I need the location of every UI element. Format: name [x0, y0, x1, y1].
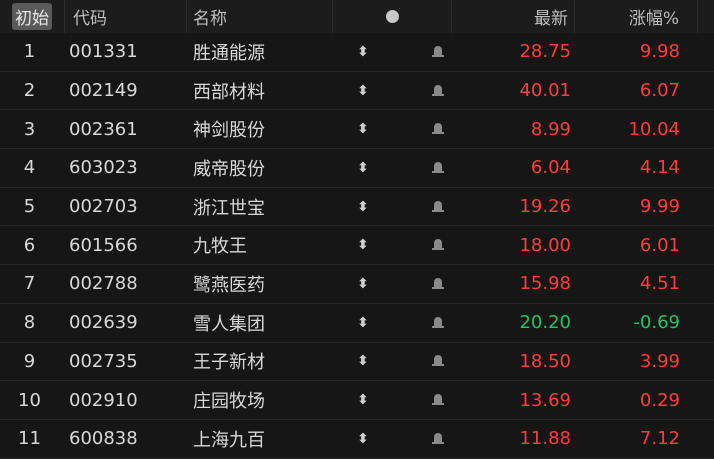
stock-name: 庄园牧场	[193, 391, 265, 413]
table-row[interactable]: 9 002735 王子新材 ⬍ 18.50 3.99	[0, 343, 714, 382]
stock-name: 王子新材	[193, 352, 265, 374]
stock-name: 九牧王	[193, 236, 247, 258]
bell-icon[interactable]	[432, 431, 444, 447]
stock-code: 002910	[69, 389, 138, 411]
latest-price: 15.98	[519, 273, 571, 295]
column-header-code[interactable]: 代码	[65, 0, 187, 33]
change-pct: 3.99	[639, 350, 680, 372]
table-row[interactable]: 8 002639 雪人集团 ⬍ 20.20 -0.69	[0, 304, 714, 343]
stock-name: 雪人集团	[193, 313, 265, 335]
row-index: 11	[18, 428, 41, 450]
change-pct: -0.69	[633, 312, 680, 334]
drag-sort-icon[interactable]: ⬍	[357, 275, 369, 292]
stock-code: 603023	[69, 157, 138, 179]
bell-icon[interactable]	[432, 44, 444, 60]
bell-icon[interactable]	[432, 315, 444, 331]
stock-code: 002735	[69, 350, 138, 372]
stock-code: 601566	[69, 234, 138, 256]
row-index: 6	[23, 234, 36, 256]
latest-price: 6.04	[530, 157, 571, 179]
change-pct: 0.29	[639, 389, 680, 411]
row-index: 1	[23, 41, 36, 63]
change-pct: 10.04	[628, 118, 680, 140]
stock-name: 上海九百	[193, 429, 265, 451]
drag-sort-icon[interactable]: ⬍	[357, 314, 369, 331]
column-header-marker[interactable]	[333, 0, 452, 33]
table-row[interactable]: 10 002910 庄园牧场 ⬍ 13.69 0.29	[0, 381, 714, 420]
stock-code: 002639	[69, 312, 138, 334]
column-header-change-pct[interactable]: 涨幅%	[575, 0, 698, 33]
stock-name: 浙江世宝	[193, 197, 265, 219]
drag-sort-icon[interactable]: ⬍	[357, 237, 369, 254]
latest-price: 19.26	[519, 196, 571, 218]
latest-price: 18.50	[519, 350, 571, 372]
bell-icon[interactable]	[432, 121, 444, 137]
change-pct: 9.99	[639, 196, 680, 218]
drag-sort-icon[interactable]: ⬍	[357, 82, 369, 99]
stock-name: 威帝股份	[193, 158, 265, 180]
column-header-latest[interactable]: 最新	[452, 0, 575, 33]
stock-name: 胜通能源	[193, 42, 265, 64]
latest-price: 18.00	[519, 234, 571, 256]
table-row[interactable]: 11 600838 上海九百 ⬍ 11.88 7.12	[0, 420, 714, 459]
column-header-name[interactable]: 名称	[187, 0, 333, 33]
drag-sort-icon[interactable]: ⬍	[357, 430, 369, 447]
latest-price: 8.99	[530, 118, 571, 140]
row-index: 3	[23, 118, 36, 140]
bell-icon[interactable]	[432, 83, 444, 99]
row-index: 4	[23, 157, 36, 179]
change-pct: 4.51	[639, 273, 680, 295]
bell-icon[interactable]	[432, 199, 444, 215]
table-row[interactable]: 4 603023 威帝股份 ⬍ 6.04 4.14	[0, 149, 714, 188]
latest-price: 11.88	[519, 428, 571, 450]
drag-sort-icon[interactable]: ⬍	[357, 198, 369, 215]
change-pct: 6.01	[639, 234, 680, 256]
stock-name: 神剑股份	[193, 120, 265, 142]
bell-icon[interactable]	[432, 392, 444, 408]
latest-price: 13.69	[519, 389, 571, 411]
drag-sort-icon[interactable]: ⬍	[357, 121, 369, 138]
row-index: 7	[23, 273, 36, 295]
change-pct: 9.98	[639, 41, 680, 63]
latest-price: 20.20	[519, 312, 571, 334]
change-pct: 7.12	[639, 428, 680, 450]
row-index: 9	[23, 350, 36, 372]
stock-name: 西部材料	[193, 81, 265, 103]
table-header: 初始 代码 名称 最新 涨幅%	[0, 0, 714, 33]
latest-price: 28.75	[519, 41, 571, 63]
drag-sort-icon[interactable]: ⬍	[357, 43, 369, 60]
table-row[interactable]: 3 002361 神剑股份 ⬍ 8.99 10.04	[0, 110, 714, 150]
bell-icon[interactable]	[432, 237, 444, 253]
drag-sort-icon[interactable]: ⬍	[357, 159, 369, 176]
row-index: 5	[23, 196, 36, 218]
latest-price: 40.01	[519, 80, 571, 102]
table-row[interactable]: 1 001331 胜通能源 ⬍ 28.75 9.98	[0, 33, 714, 72]
reset-order-button[interactable]: 初始	[12, 3, 52, 30]
table-row[interactable]: 6 601566 九牧王 ⬍ 18.00 6.01	[0, 226, 714, 266]
bell-icon[interactable]	[432, 353, 444, 369]
row-index: 2	[23, 80, 36, 102]
stock-code: 002361	[69, 118, 138, 140]
stock-code: 002703	[69, 196, 138, 218]
stock-code: 001331	[69, 41, 138, 63]
stock-code: 002788	[69, 273, 138, 295]
table-row[interactable]: 7 002788 鹭燕医药 ⬍ 15.98 4.51	[0, 265, 714, 304]
table-row[interactable]: 2 002149 西部材料 ⬍ 40.01 6.07	[0, 72, 714, 111]
drag-sort-icon[interactable]: ⬍	[357, 353, 369, 370]
bell-icon[interactable]	[432, 160, 444, 176]
bell-icon[interactable]	[432, 276, 444, 292]
stock-code: 600838	[69, 428, 138, 450]
stock-code: 002149	[69, 80, 138, 102]
row-index: 10	[18, 389, 41, 411]
table-row[interactable]: 5 002703 浙江世宝 ⬍ 19.26 9.99	[0, 188, 714, 227]
stock-list: 1 001331 胜通能源 ⬍ 28.75 9.98 2 002149 西部材料 …	[0, 33, 714, 459]
dot-icon	[385, 10, 399, 23]
drag-sort-icon[interactable]: ⬍	[357, 392, 369, 409]
row-index: 8	[23, 312, 36, 334]
change-pct: 4.14	[639, 157, 680, 179]
change-pct: 6.07	[639, 80, 680, 102]
stock-name: 鹭燕医药	[193, 274, 265, 296]
